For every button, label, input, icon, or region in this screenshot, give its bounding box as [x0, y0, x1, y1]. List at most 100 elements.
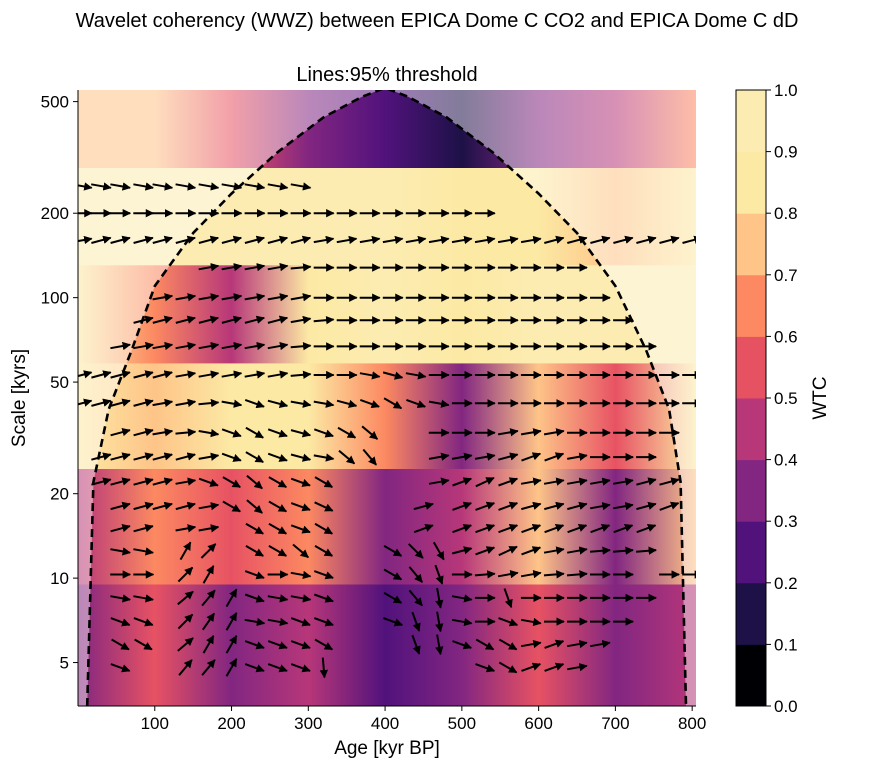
y-tick-label: 5	[60, 654, 69, 673]
phase-arrow	[636, 501, 657, 511]
phase-arrow	[91, 398, 112, 407]
phase-arrow	[543, 477, 565, 486]
colorbar-swatch	[736, 151, 766, 214]
phase-arrow	[198, 428, 220, 438]
phase-arrow	[198, 370, 220, 379]
phase-arrow	[268, 476, 288, 488]
phase-arrow	[313, 428, 334, 438]
phase-arrow	[314, 476, 334, 488]
phase-arrow	[428, 235, 450, 245]
phase-arrow	[267, 235, 289, 244]
phase-arrow	[503, 588, 513, 609]
phase-arrow	[636, 477, 657, 486]
phase-arrow	[175, 235, 196, 244]
phase-arrow	[383, 617, 403, 627]
phase-arrow	[198, 182, 220, 191]
phase-arrow	[244, 370, 266, 379]
phase-arrow	[383, 397, 403, 410]
phase-arrow	[451, 452, 473, 461]
phase-arrow	[475, 476, 495, 488]
colorbar-swatch	[736, 213, 766, 276]
phase-arrow	[497, 235, 519, 245]
phase-arrow	[221, 293, 243, 302]
phase-arrow	[267, 293, 289, 302]
phase-arrow	[290, 594, 312, 603]
phase-arrow	[319, 657, 329, 679]
phase-arrow	[267, 640, 288, 650]
phase-arrow	[474, 452, 496, 461]
phase-arrow	[435, 634, 444, 656]
phase-arrow	[200, 543, 217, 559]
phase-arrow	[78, 182, 93, 191]
phase-arrow	[452, 640, 472, 650]
x-tick-label: 600	[524, 714, 552, 733]
phase-arrow	[428, 477, 450, 486]
phase-arrow	[498, 452, 519, 461]
phase-arrows	[78, 182, 696, 679]
coherence-band	[78, 90, 696, 169]
phase-arrow	[198, 235, 220, 244]
phase-arrow	[221, 428, 242, 438]
y-axis-label: Scale [kyrs]	[9, 349, 30, 447]
y-axis-ticks: 5 10 20 50 100 200 500	[41, 93, 78, 673]
phase-arrow	[175, 452, 196, 461]
phase-arrow	[244, 293, 266, 302]
phase-arrow	[133, 501, 154, 511]
phase-arrow	[336, 399, 358, 408]
phase-arrow	[201, 659, 216, 676]
phase-arrow	[267, 315, 289, 324]
phase-arrow	[245, 451, 264, 463]
phase-arrow	[175, 477, 197, 486]
phase-arrow	[244, 640, 265, 650]
phase-arrow	[202, 565, 215, 584]
colorbar-tick-label: 0.7	[774, 266, 798, 285]
phase-arrow	[110, 617, 131, 627]
colorbar-tick-label: 1.0	[774, 81, 798, 100]
phase-arrow	[405, 371, 427, 380]
phase-arrow	[613, 235, 634, 244]
phase-arrow	[110, 452, 131, 461]
y-tick-label: 50	[50, 373, 69, 392]
phase-arrow	[407, 543, 424, 559]
coherence-band	[78, 265, 696, 364]
y-tick-label: 500	[41, 93, 69, 112]
phase-arrow	[567, 662, 588, 672]
phase-arrow	[452, 501, 472, 511]
phase-arrow	[110, 182, 131, 191]
phase-arrow	[267, 594, 289, 603]
phase-arrow	[314, 501, 334, 512]
phase-arrow	[544, 662, 565, 672]
phase-arrow	[110, 370, 131, 379]
phase-arrow	[110, 477, 131, 486]
phase-arrow	[497, 428, 519, 437]
phase-arrow	[498, 545, 518, 557]
phase-arrow	[179, 541, 192, 561]
colorbar-swatch	[736, 398, 766, 461]
phase-arrow	[175, 370, 197, 379]
colorbar-tick-label: 0.0	[774, 697, 798, 716]
phase-arrow	[543, 570, 565, 579]
phase-arrow	[659, 477, 680, 486]
phase-arrow	[133, 524, 154, 533]
phase-arrow	[221, 315, 243, 324]
phase-arrow	[198, 262, 220, 272]
phase-arrow	[406, 398, 426, 409]
phase-arrow	[110, 594, 131, 603]
phase-arrow	[520, 617, 542, 627]
phase-arrow	[543, 546, 565, 555]
phase-arrow	[110, 524, 131, 533]
phase-arrow	[405, 235, 427, 245]
phase-arrow	[567, 477, 588, 486]
phase-arrow	[178, 659, 193, 676]
phase-arrow	[152, 428, 174, 437]
phase-arrow	[613, 501, 634, 511]
phase-arrow	[244, 593, 265, 603]
phase-arrow	[152, 293, 174, 302]
phase-arrow	[221, 182, 243, 191]
phase-arrow	[544, 452, 565, 462]
phase-arrow	[267, 663, 288, 673]
y-tick-label: 100	[41, 289, 69, 308]
phase-arrow	[567, 235, 588, 244]
phase-arrow	[567, 546, 588, 555]
phase-arrow	[244, 398, 265, 409]
